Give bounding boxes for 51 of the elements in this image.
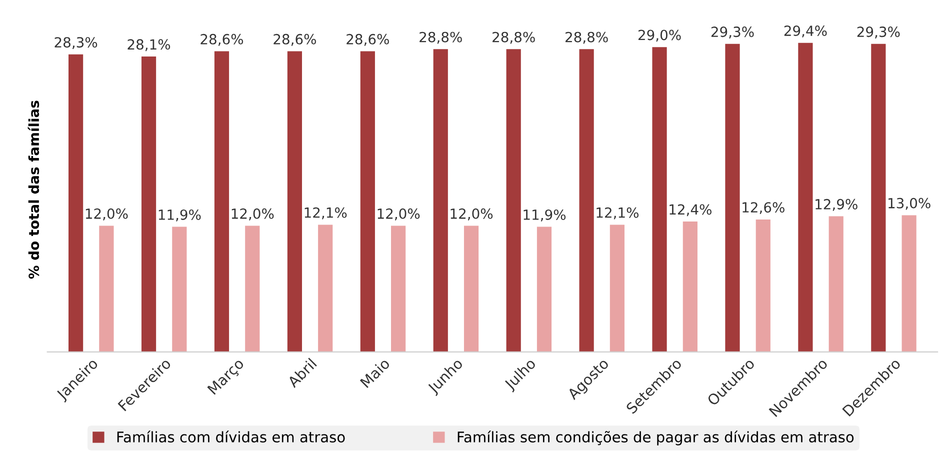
data-label: 29,3% [857,26,900,38]
bar [433,49,448,352]
data-label: 13,0% [888,198,930,210]
bar [579,49,594,352]
y-axis-title: % do total das famílias [28,100,40,279]
data-label: 12,0% [378,208,420,220]
bar [756,219,770,352]
data-label: 12,0% [86,208,128,220]
bar [871,44,886,352]
legend-label: Famílias com dívidas em atraso [117,430,345,443]
data-label: 12,0% [232,208,274,220]
data-label: 28,1% [128,39,170,52]
data-label: 28,3% [54,37,98,49]
data-label: 29,0% [638,30,681,42]
bar [464,226,479,352]
data-label: 12,1% [304,207,347,220]
data-label: 11,9% [158,209,201,222]
bar [245,226,260,352]
bar [652,47,667,352]
bar [391,226,406,352]
data-label: 28,8% [420,32,462,44]
data-label: 28,8% [492,32,535,44]
bar [318,224,333,352]
bar [610,224,625,352]
data-label: 28,6% [274,34,316,46]
data-label: 12,4% [670,204,712,216]
data-label: 29,4% [784,26,827,38]
legend-label: Famílias sem condições de pagar as dívidas em atraso [458,430,854,446]
bar [99,226,114,352]
data-label: 29,3% [711,26,754,38]
data-label: 12,9% [816,198,858,211]
bar [902,215,916,352]
data-label: 28,6% [346,34,389,46]
bar [141,56,156,352]
data-label: 12,1% [596,207,639,220]
data-label: 12,6% [742,202,784,214]
bar [798,42,813,352]
bar [828,216,844,352]
bar [360,51,375,352]
data-label: 11,9% [524,209,566,222]
bar [725,44,740,352]
data-label: 12,0% [450,208,493,220]
bar [536,226,552,352]
bar [287,51,302,352]
bar [214,51,230,352]
data-label: 28,8% [566,32,608,44]
data-label: 28,6% [200,34,244,46]
bar [682,222,698,352]
bar [506,49,521,352]
bar [68,54,84,352]
bar [172,226,187,352]
